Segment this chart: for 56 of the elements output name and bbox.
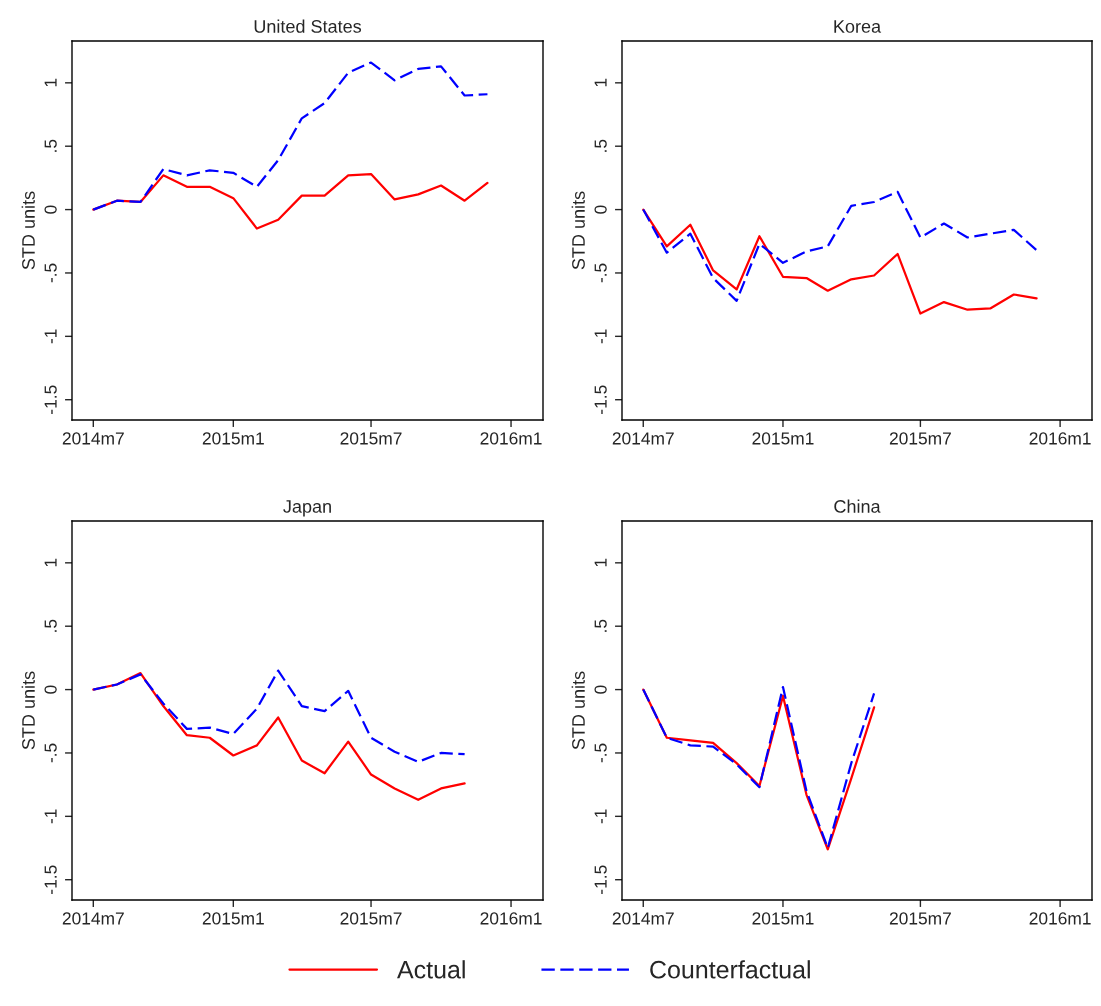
x-tick-label: 2014m7 bbox=[62, 912, 124, 925]
x-tick-label: 2015m1 bbox=[202, 432, 264, 445]
y-axis-title: STD units bbox=[21, 671, 35, 750]
x-tick-label: 2014m7 bbox=[612, 912, 674, 925]
chart-title: Japan bbox=[283, 500, 331, 517]
legend-label: Counterfactual bbox=[650, 960, 810, 979]
x-tick-label: 2015m7 bbox=[889, 432, 951, 445]
line-series bbox=[642, 190, 1038, 302]
y-tick-label: -.5 bbox=[594, 743, 607, 763]
x-tick-label: 2014m7 bbox=[612, 432, 674, 445]
line-series bbox=[92, 61, 489, 211]
chart-title: Korea bbox=[834, 20, 882, 33]
y-tick-label: -1 bbox=[44, 809, 57, 824]
y-tick-label: -1 bbox=[594, 329, 607, 344]
x-tick-label: 2014m7 bbox=[62, 432, 124, 445]
y-tick-label: .5 bbox=[44, 139, 57, 152]
chart-title: China bbox=[834, 499, 881, 513]
line-series bbox=[642, 208, 1038, 315]
x-tick-label: 2015m7 bbox=[889, 912, 951, 925]
x-tick-label: 2015m7 bbox=[340, 912, 402, 925]
y-tick-label: -1.5 bbox=[44, 865, 57, 894]
y-tick-label: -.5 bbox=[44, 743, 57, 763]
y-tick-label: .5 bbox=[44, 619, 57, 632]
x-tick-label: 2015m1 bbox=[752, 912, 814, 925]
y-tick-label: 0 bbox=[44, 205, 57, 214]
y-tick-label: 1 bbox=[44, 558, 57, 567]
y-tick-label: 1 bbox=[594, 78, 607, 87]
x-tick-label: 2015m1 bbox=[202, 912, 264, 925]
x-tick-label: 2016m1 bbox=[1029, 912, 1091, 925]
x-tick-label: 2015m7 bbox=[340, 432, 402, 445]
line-series bbox=[92, 669, 466, 763]
x-tick-label: 2016m1 bbox=[480, 432, 542, 445]
y-tick-label: 0 bbox=[44, 685, 57, 694]
y-tick-label: -1 bbox=[594, 809, 607, 824]
y-tick-label: -1 bbox=[44, 329, 57, 344]
y-tick-label: -1.5 bbox=[594, 865, 607, 894]
y-tick-label: 1 bbox=[594, 558, 607, 567]
y-tick-label: .5 bbox=[594, 139, 607, 152]
y-tick-label: .5 bbox=[594, 619, 607, 632]
y-tick-label: 1 bbox=[44, 78, 57, 87]
line-series bbox=[92, 172, 489, 230]
y-tick-label: -1.5 bbox=[44, 385, 57, 414]
x-tick-label: 2016m1 bbox=[480, 912, 542, 925]
line-series bbox=[92, 672, 466, 801]
y-tick-label: -.5 bbox=[44, 263, 57, 283]
legend-label: Actual bbox=[397, 960, 465, 979]
x-tick-label: 2015m1 bbox=[752, 432, 814, 445]
y-axis-title: STD units bbox=[21, 191, 35, 270]
chart-title: United States bbox=[254, 19, 362, 33]
y-tick-label: -1.5 bbox=[594, 385, 607, 414]
y-tick-label: 0 bbox=[594, 205, 607, 214]
y-tick-label: 0 bbox=[594, 685, 607, 694]
y-tick-label: -.5 bbox=[594, 263, 607, 283]
y-axis-title: STD units bbox=[571, 671, 585, 750]
y-axis-title: STD units bbox=[571, 191, 585, 270]
x-tick-label: 2016m1 bbox=[1029, 432, 1091, 445]
